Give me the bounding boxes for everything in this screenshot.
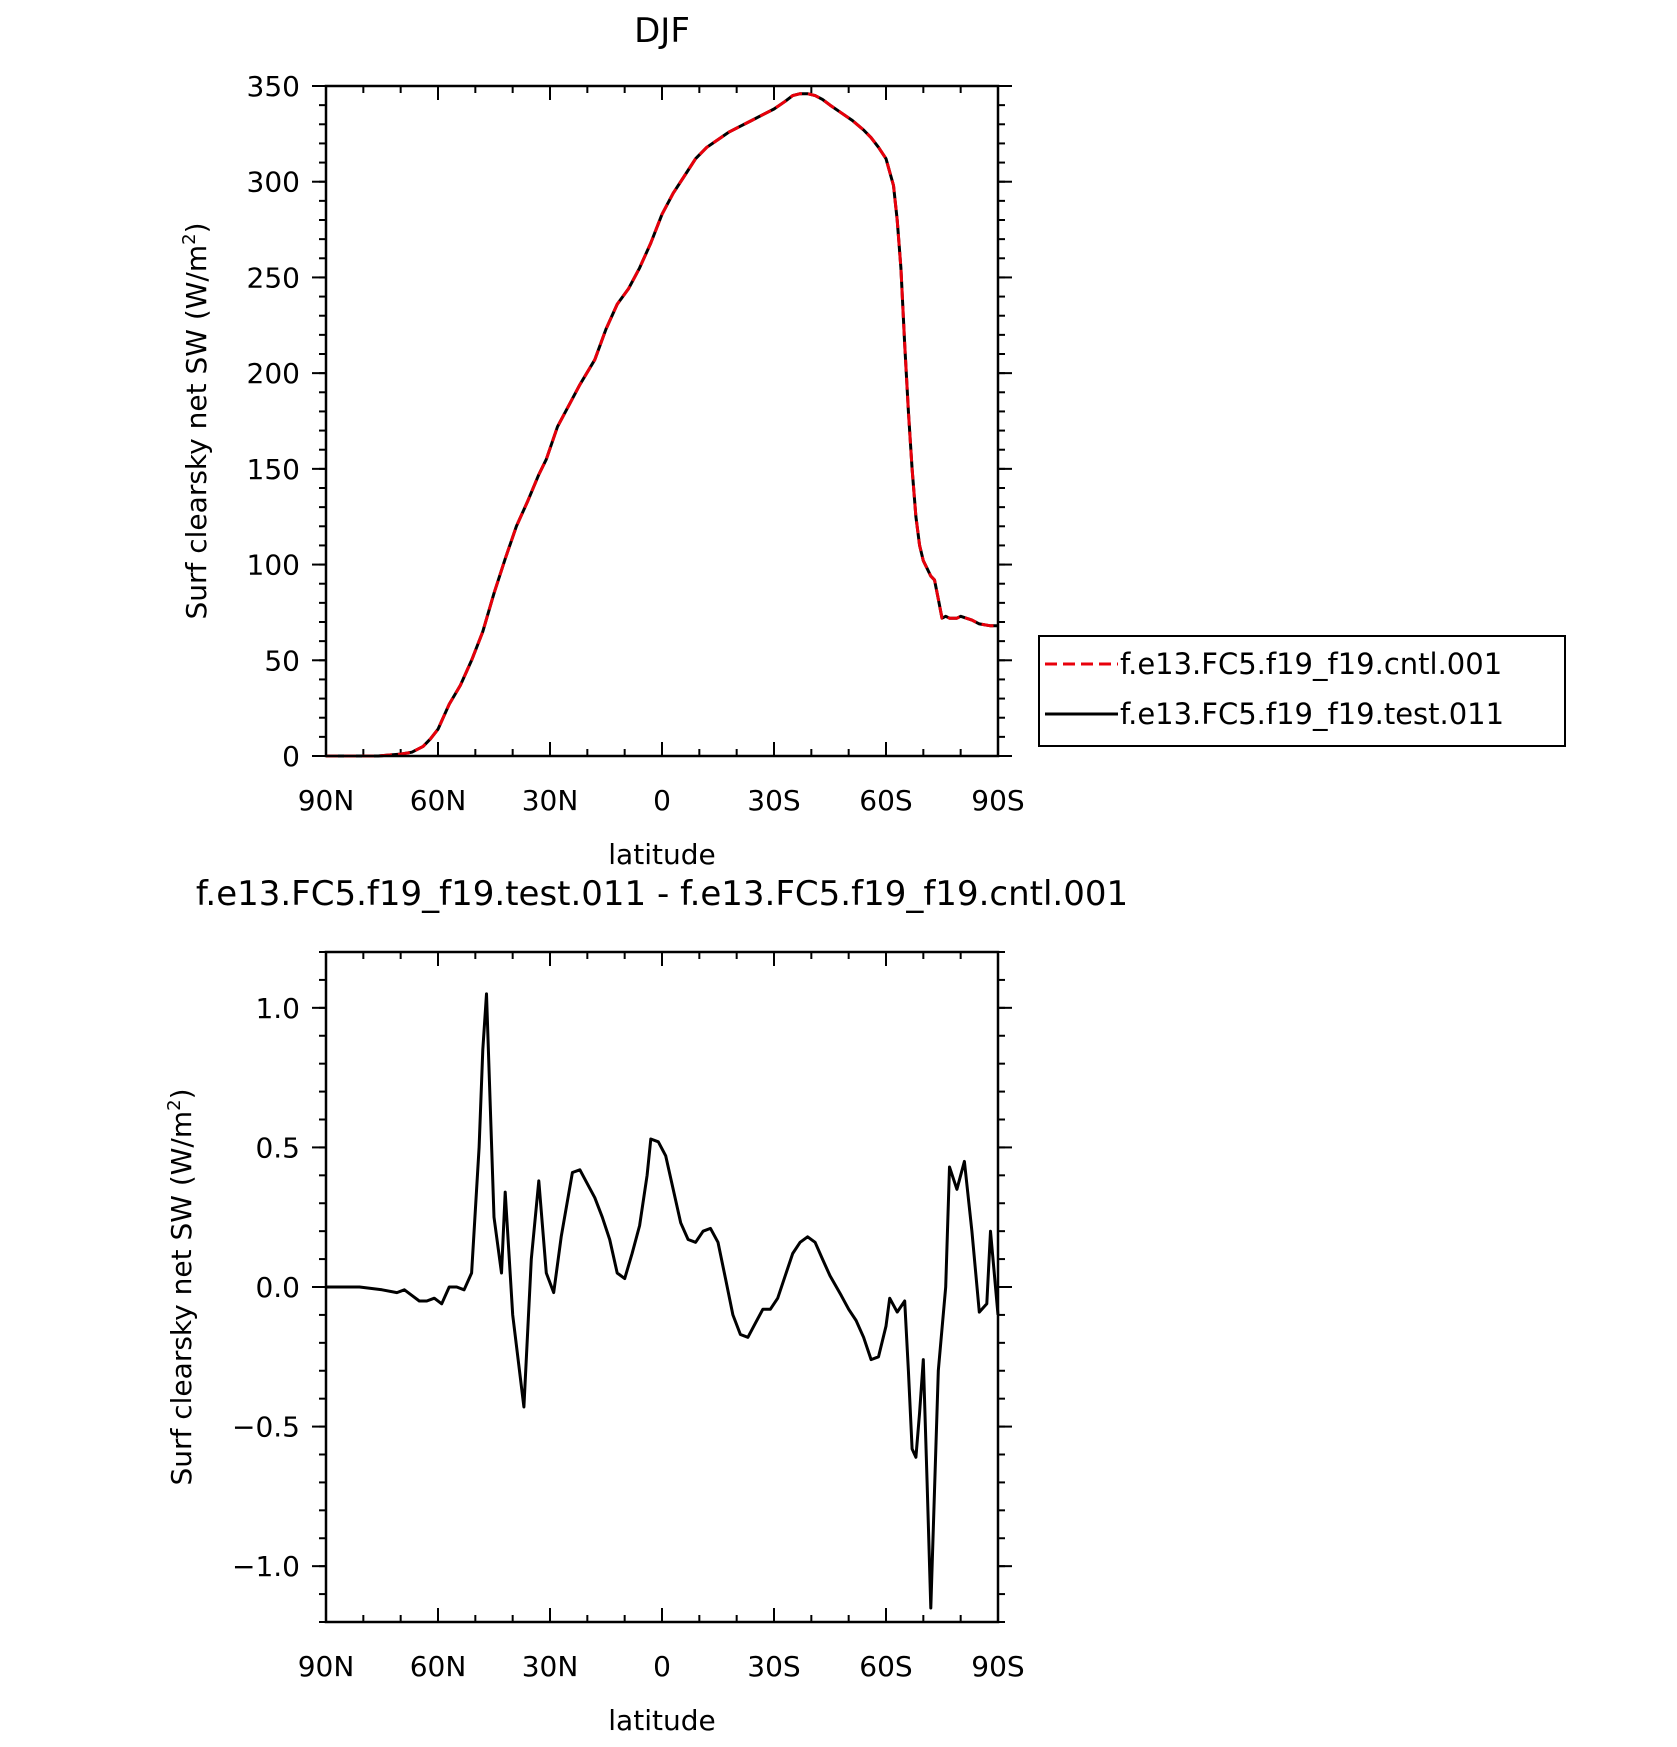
top-series-lines (326, 92, 998, 758)
bottom-axes-ticks (312, 951, 1012, 1623)
bottom-chart-title: f.e13.FC5.f19_f19.test.011 - f.e13.FC5.f… (196, 874, 1128, 914)
y-tick-label: 350 (247, 70, 300, 103)
y-tick-label: 300 (247, 166, 300, 199)
top-chart-title: DJF (634, 11, 690, 51)
series-line-0 (326, 992, 1000, 1610)
bottom-y-axis-label: Surf clearsky net SW (W/m2) (164, 1088, 198, 1485)
top-panel: DJF 90N 60N 30N 0 30S 60S 90S 0 50 100 150 200 250 3… (179, 11, 1566, 871)
bottom-x-axis-label: latitude (608, 1704, 715, 1737)
bottom-plot-frame (324, 950, 1000, 1624)
x-tick-label: 0 (653, 1650, 671, 1683)
y-tick-label: 100 (247, 549, 300, 582)
y-tick-label: 1.0 (255, 992, 300, 1025)
y-tick-label: 150 (247, 453, 300, 486)
top-legend: f.e13.FC5.f19_f19.cntl.001 f.e13.FC5.f19… (1038, 635, 1566, 747)
legend-box (1038, 635, 1566, 747)
y-tick-label: 0.0 (255, 1271, 300, 1304)
series-line-1 (326, 92, 998, 758)
x-tick-label: 30N (522, 1650, 579, 1683)
x-tick-label: 60N (410, 784, 467, 817)
x-tick-label: 90N (298, 1650, 355, 1683)
y-tick-label: 250 (247, 261, 300, 294)
x-tick-label: 30N (522, 784, 579, 817)
x-tick-label: 30S (747, 784, 800, 817)
top-x-tick-labels: 90N 60N 30N 0 30S 60S 90S (298, 784, 1025, 817)
bottom-series-lines (326, 992, 1000, 1610)
x-tick-label: 90S (971, 1650, 1024, 1683)
x-tick-label: 0 (653, 784, 671, 817)
y-tick-label: −1.0 (232, 1550, 300, 1583)
y-tick-label: −0.5 (232, 1411, 300, 1444)
bottom-x-tick-labels: 90N 60N 30N 0 30S 60S 90S (298, 1650, 1025, 1683)
top-axes-ticks (312, 85, 1012, 757)
top-plot-frame (324, 84, 1000, 758)
y-tick-label: 0 (282, 740, 300, 773)
legend-label-test: f.e13.FC5.f19_f19.test.011 (1120, 697, 1504, 731)
x-tick-label: 60S (859, 1650, 912, 1683)
y-tick-label: 50 (264, 644, 300, 677)
top-y-tick-labels: 0 50 100 150 200 250 300 350 (247, 70, 300, 773)
y-tick-label: 0.5 (255, 1131, 300, 1164)
x-tick-label: 60S (859, 784, 912, 817)
x-tick-label: 90S (971, 784, 1024, 817)
legend-label-cntl: f.e13.FC5.f19_f19.cntl.001 (1120, 647, 1502, 681)
x-tick-label: 30S (747, 1650, 800, 1683)
bottom-y-tick-labels: −1.0 −0.5 0.0 0.5 1.0 (232, 992, 300, 1583)
x-tick-label: 60N (410, 1650, 467, 1683)
y-tick-label: 200 (247, 357, 300, 390)
top-y-axis-label: Surf clearsky net SW (W/m2) (179, 222, 213, 619)
top-x-axis-label: latitude (608, 838, 715, 871)
series-line-0 (326, 92, 998, 758)
bottom-panel: f.e13.FC5.f19_f19.test.011 - f.e13.FC5.f… (164, 874, 1128, 1737)
x-tick-label: 90N (298, 784, 355, 817)
